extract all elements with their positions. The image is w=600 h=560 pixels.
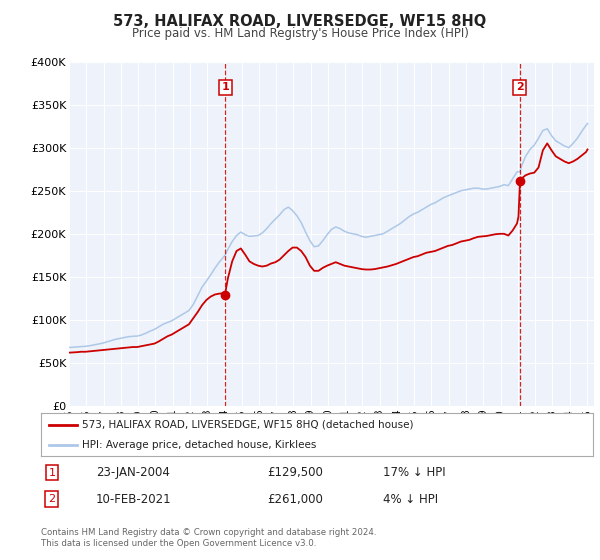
Text: 17% ↓ HPI: 17% ↓ HPI (383, 466, 446, 479)
Text: 23-JAN-2004: 23-JAN-2004 (96, 466, 170, 479)
Text: 1: 1 (49, 468, 55, 478)
Text: HPI: Average price, detached house, Kirklees: HPI: Average price, detached house, Kirk… (82, 440, 317, 450)
Text: 573, HALIFAX ROAD, LIVERSEDGE, WF15 8HQ (detached house): 573, HALIFAX ROAD, LIVERSEDGE, WF15 8HQ … (82, 419, 414, 430)
Text: 1: 1 (221, 82, 229, 92)
Text: 4% ↓ HPI: 4% ↓ HPI (383, 493, 438, 506)
Text: Contains HM Land Registry data © Crown copyright and database right 2024.: Contains HM Land Registry data © Crown c… (41, 528, 376, 536)
Text: £261,000: £261,000 (267, 493, 323, 506)
Text: 2: 2 (48, 494, 55, 504)
Text: £129,500: £129,500 (267, 466, 323, 479)
Text: 2: 2 (516, 82, 524, 92)
Text: This data is licensed under the Open Government Licence v3.0.: This data is licensed under the Open Gov… (41, 539, 316, 548)
Text: 573, HALIFAX ROAD, LIVERSEDGE, WF15 8HQ: 573, HALIFAX ROAD, LIVERSEDGE, WF15 8HQ (113, 14, 487, 29)
Text: 10-FEB-2021: 10-FEB-2021 (96, 493, 172, 506)
Text: Price paid vs. HM Land Registry's House Price Index (HPI): Price paid vs. HM Land Registry's House … (131, 27, 469, 40)
